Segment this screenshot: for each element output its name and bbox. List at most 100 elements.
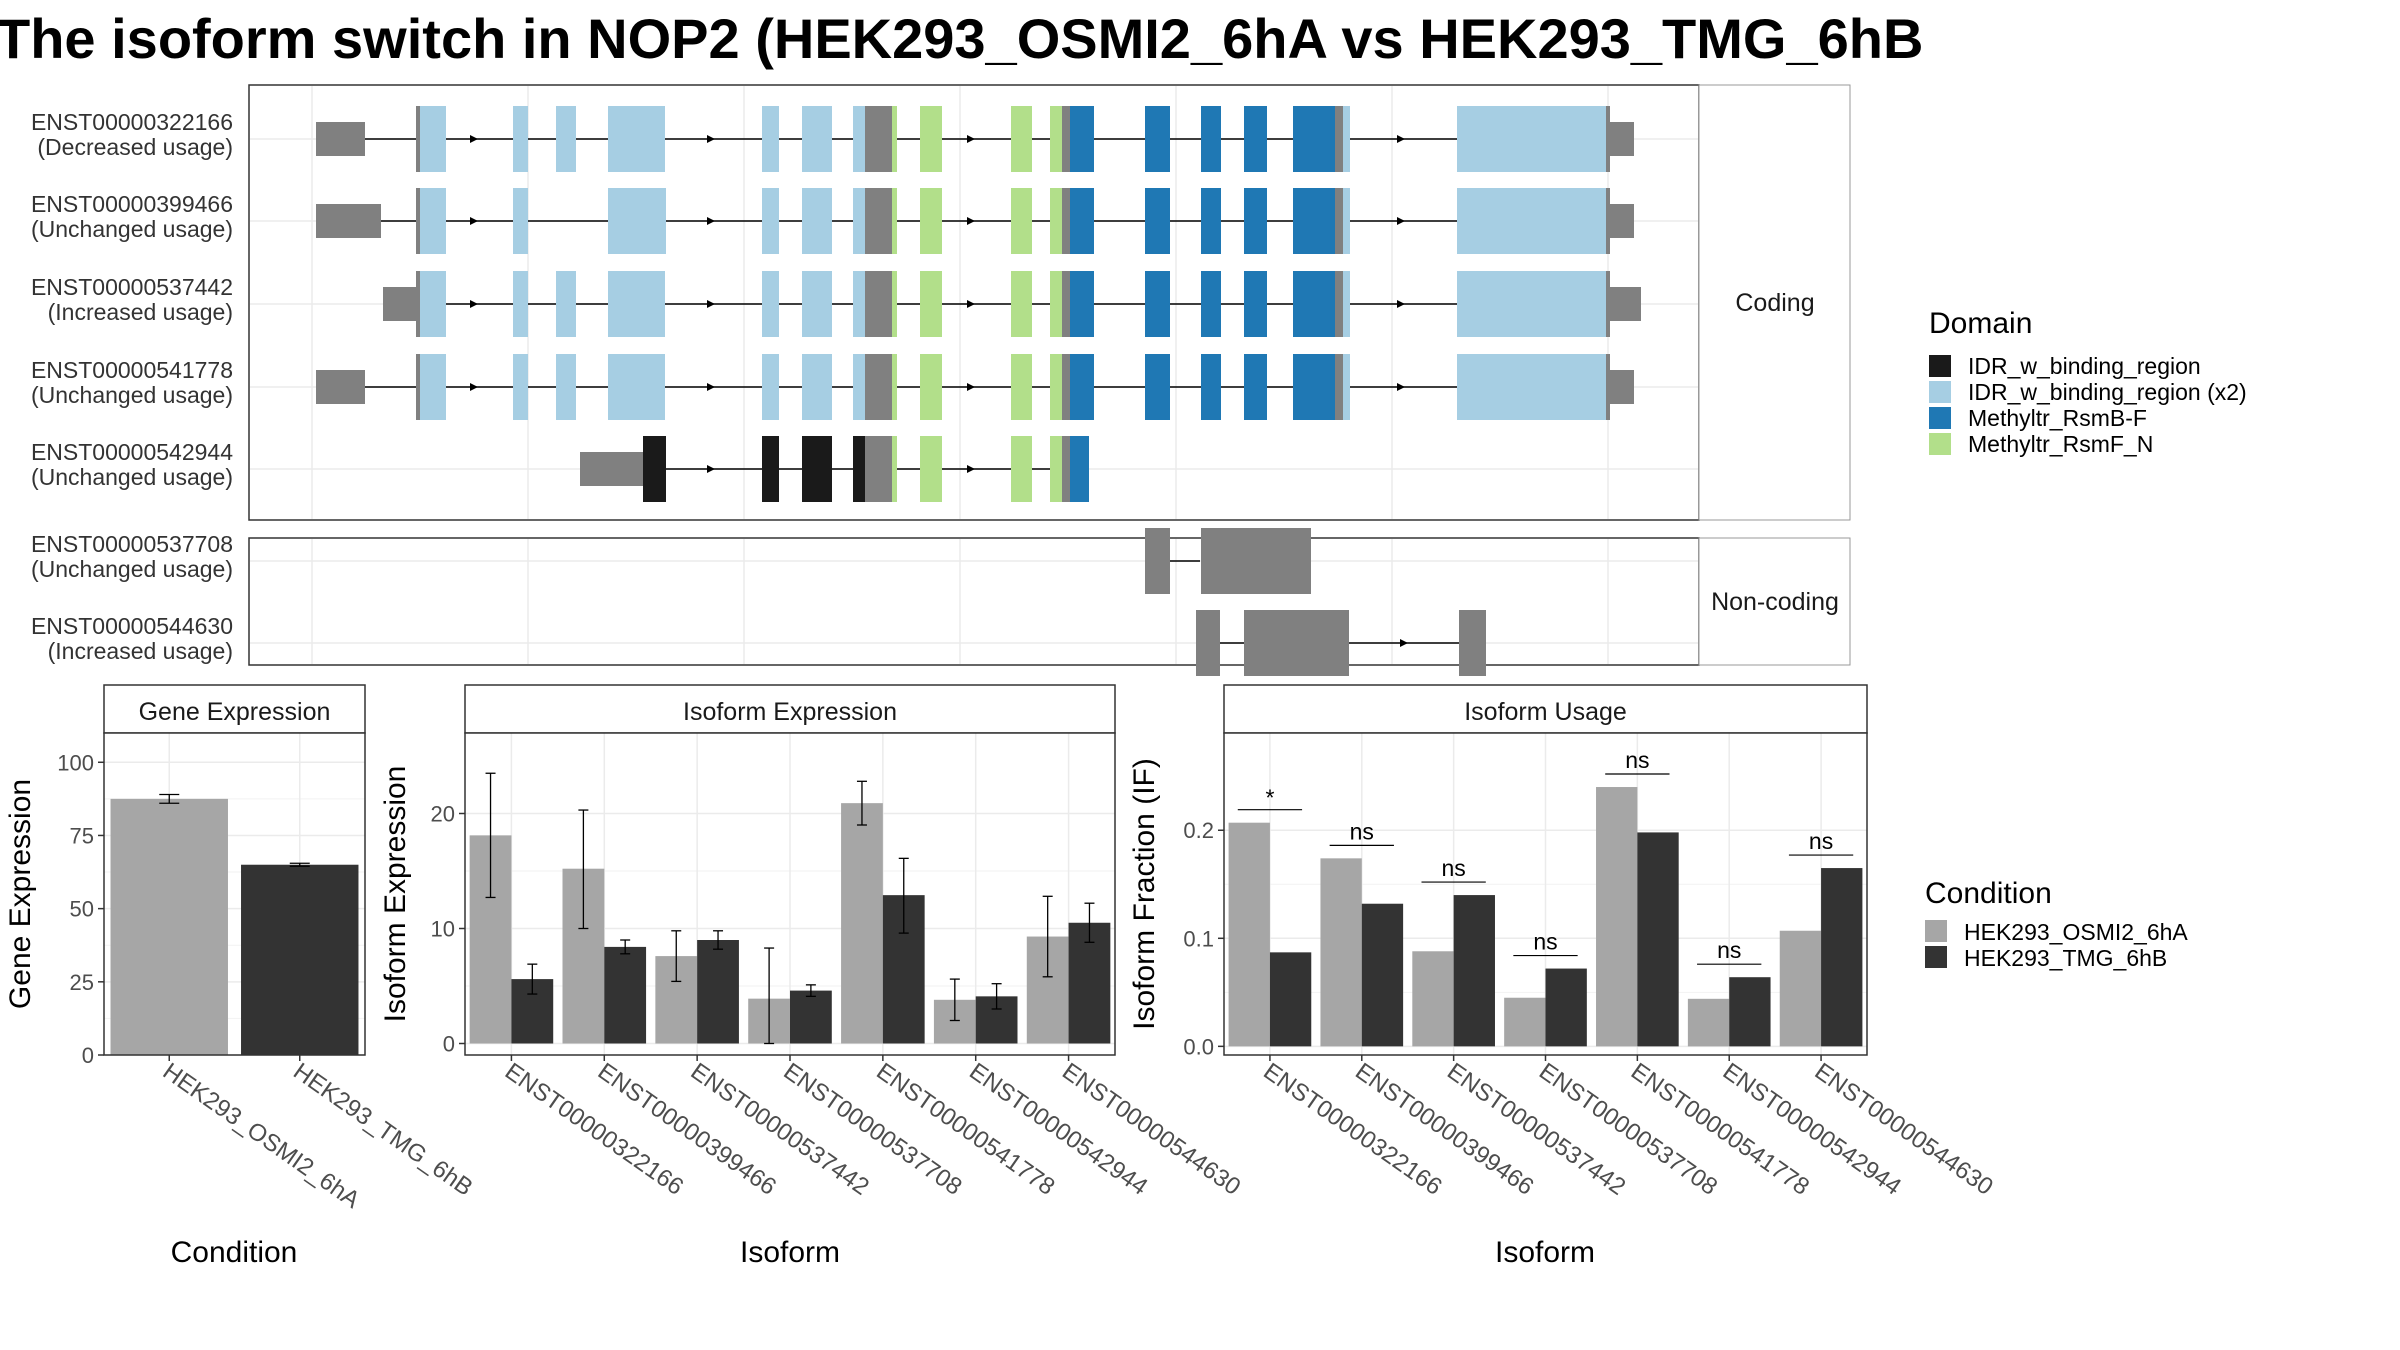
- domain-exon: [420, 271, 446, 337]
- utr-exon: [580, 452, 643, 486]
- domain-exon: [1011, 106, 1032, 172]
- transcript-labels: ENST00000322166(Decreased usage) ENST0000…: [31, 109, 233, 664]
- transcript-id-label: ENST00000541778: [31, 357, 233, 383]
- utr-exon: [1335, 188, 1343, 254]
- transcript-usage-label: (Unchanged usage): [31, 216, 233, 242]
- utr-exon: [416, 188, 420, 254]
- domain-exon: [1244, 106, 1267, 172]
- domain-exon: [608, 354, 665, 420]
- utr-exon: [1062, 436, 1070, 502]
- bar: [1729, 977, 1771, 1047]
- utr-exon: [1062, 354, 1070, 420]
- legend-label-rsmb: Methyltr_RsmB-F: [1968, 405, 2147, 431]
- bar: [1269, 952, 1312, 1047]
- panel-title: Isoform Expression: [683, 698, 897, 726]
- y-tick-label: 10: [431, 917, 455, 942]
- utr-exon: [1196, 610, 1220, 676]
- utr-exon: [1201, 528, 1311, 594]
- bar-panels: Gene Expression0255075100HEK293_OSMI2_6h…: [4, 684, 1998, 1269]
- domain-exon: [920, 188, 942, 254]
- utr-exon: [316, 122, 365, 156]
- significance-label: *: [1265, 785, 1274, 811]
- domain-exon: [420, 106, 446, 172]
- bar: [1596, 787, 1638, 1047]
- transcript-id-label: ENST00000399466: [31, 191, 233, 217]
- coding-strip-label: Coding: [1735, 289, 1814, 317]
- domain-exon: [1343, 271, 1350, 337]
- utr-exon: [1610, 122, 1634, 156]
- domain-exon: [1050, 106, 1062, 172]
- bar: [1361, 903, 1404, 1047]
- domain-legend-title: Domain: [1929, 307, 2032, 340]
- domain-exon: [650, 436, 666, 502]
- domain-exon: [513, 354, 528, 420]
- direction-arrow: [470, 300, 478, 308]
- domain-exon: [920, 106, 942, 172]
- domain-exon: [1145, 106, 1170, 172]
- domain-exon: [1011, 354, 1032, 420]
- transcript-row: [1196, 610, 1486, 676]
- direction-arrow: [1397, 383, 1405, 391]
- domain-exon: [1293, 188, 1335, 254]
- domain-exon: [643, 436, 650, 502]
- domain-exon: [853, 436, 865, 502]
- domain-exon: [608, 271, 665, 337]
- domain-exon: [1343, 188, 1350, 254]
- transcript-row: [383, 271, 1641, 337]
- utr-exon: [416, 106, 420, 172]
- utr-exon: [1606, 188, 1610, 254]
- domain-exon: [1457, 354, 1606, 420]
- direction-arrow: [470, 217, 478, 225]
- y-tick-label: 100: [57, 750, 94, 775]
- transcript-usage-label: (Increased usage): [48, 638, 233, 664]
- bar: [790, 990, 832, 1044]
- utr-exon: [1062, 188, 1070, 254]
- panel-strip: [103, 684, 366, 734]
- y-tick-label: 0: [82, 1043, 94, 1068]
- bar: [1412, 951, 1454, 1047]
- utr-exon: [1610, 287, 1641, 321]
- domain-exon: [1244, 271, 1267, 337]
- y-tick-label: 0.2: [1183, 818, 1214, 843]
- domain-exon: [892, 106, 897, 172]
- panel-title: Isoform Usage: [1464, 698, 1627, 726]
- legend-key-idr-x2: [1929, 381, 1951, 403]
- noncoding-strip-label: Non-coding: [1711, 588, 1839, 616]
- bar: [604, 946, 647, 1044]
- bar-panel: Isoform Expression01020ENST00000322166EN…: [379, 684, 1245, 1269]
- utr-exon: [383, 287, 420, 321]
- domain-exon: [892, 188, 897, 254]
- direction-arrow: [707, 383, 715, 391]
- condition-legend: Condition HEK293_OSMI2_6hA HEK293_TMG_6h…: [1925, 877, 2188, 971]
- legend-key-osmi: [1925, 920, 1947, 942]
- domain-exon: [1050, 354, 1062, 420]
- significance-label: ns: [1717, 937, 1741, 963]
- y-tick-label: 0.0: [1183, 1034, 1214, 1059]
- transcript-row: [316, 106, 1634, 172]
- utr-exon: [1459, 610, 1486, 676]
- bar: [1453, 895, 1495, 1047]
- domain-exon: [762, 354, 779, 420]
- domain-exon: [802, 436, 832, 502]
- transcript-id-label: ENST00000544630: [31, 613, 233, 639]
- bar: [241, 864, 359, 1055]
- domain-exon: [1070, 188, 1094, 254]
- coding-strip-box: [1698, 84, 1851, 521]
- domain-exon: [556, 271, 576, 337]
- domain-exon: [1011, 188, 1032, 254]
- transcript-usage-label: (Decreased usage): [37, 134, 233, 160]
- significance-label: ns: [1625, 747, 1649, 773]
- utr-exon: [316, 370, 365, 404]
- domain-exon: [1201, 354, 1221, 420]
- domain-exon: [1145, 188, 1170, 254]
- utr-exon: [316, 204, 381, 238]
- utr-exon: [865, 354, 893, 420]
- utr-exon: [1606, 271, 1610, 337]
- domain-exon: [802, 188, 832, 254]
- domain-exon: [420, 188, 446, 254]
- bar: [1228, 822, 1270, 1047]
- direction-arrow: [967, 383, 975, 391]
- domain-exon: [802, 354, 832, 420]
- panel-title: Gene Expression: [139, 698, 331, 726]
- domain-exon: [1070, 106, 1094, 172]
